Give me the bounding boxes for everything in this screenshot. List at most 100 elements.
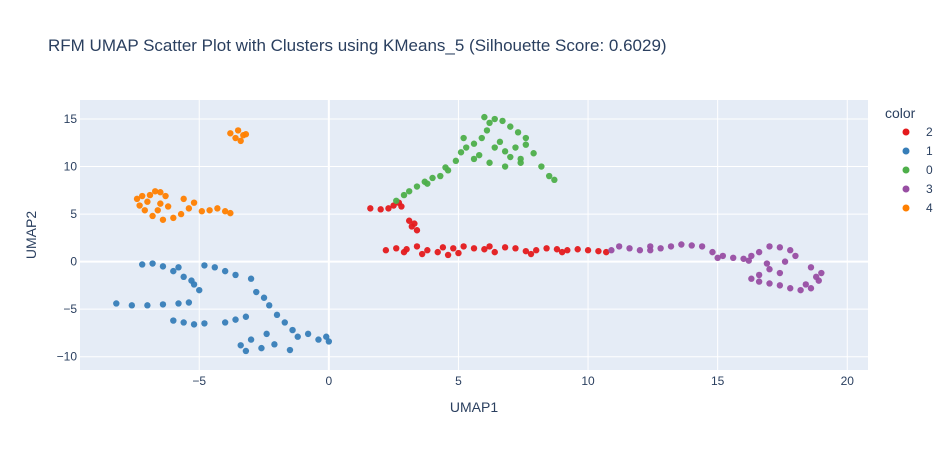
data-point [247, 336, 255, 343]
data-point [237, 137, 244, 145]
data-point [481, 246, 488, 253]
data-point [499, 117, 506, 125]
y-tick-label: 10 [64, 160, 78, 174]
data-point [527, 250, 535, 258]
data-point [214, 205, 221, 212]
data-point [551, 176, 558, 184]
data-point [543, 245, 550, 252]
data-point [144, 198, 151, 205]
legend-item-0[interactable]: 0 [902, 163, 934, 177]
data-point [263, 330, 270, 338]
data-point [154, 207, 161, 214]
data-point [748, 275, 755, 282]
data-point [444, 251, 452, 259]
data-point [755, 248, 763, 256]
data-point [781, 258, 789, 265]
data-point [475, 151, 483, 159]
series-cluster-1 [113, 260, 333, 355]
series-cluster-2 [367, 199, 610, 259]
data-point [776, 282, 784, 289]
data-point [530, 150, 537, 157]
legend-item-3[interactable]: 3 [902, 182, 934, 196]
data-point [496, 138, 504, 146]
data-point [709, 248, 716, 256]
legend-label: 4 [926, 201, 933, 215]
data-point [232, 134, 239, 142]
data-point [776, 269, 784, 277]
data-point [139, 261, 146, 268]
data-point [177, 210, 185, 218]
legend-marker [902, 204, 910, 212]
plot-area [80, 100, 868, 370]
data-point [325, 338, 333, 345]
data-point [133, 195, 141, 203]
legend[interactable]: color 2 1 0 3 4 [885, 105, 933, 215]
legend-item-1[interactable]: 1 [902, 144, 934, 158]
data-point [159, 263, 167, 270]
legend-items[interactable]: 2 1 0 3 4 [902, 125, 934, 215]
data-point [221, 208, 229, 215]
data-point [615, 243, 623, 250]
data-point [139, 192, 146, 200]
data-point [450, 245, 457, 252]
data-point [545, 172, 553, 180]
data-point [533, 247, 540, 254]
data-point [647, 247, 654, 254]
data-point [201, 262, 208, 269]
data-point [405, 188, 413, 195]
data-point [377, 206, 384, 213]
series-cluster-3 [608, 241, 825, 294]
data-point [294, 333, 301, 340]
data-point [595, 247, 602, 255]
data-point [227, 130, 234, 137]
data-point [286, 346, 294, 354]
data-point [574, 246, 581, 253]
data-point [522, 247, 530, 255]
data-point [175, 264, 182, 271]
legend-item-2[interactable]: 2 [902, 125, 934, 139]
data-point [719, 252, 727, 260]
data-point [507, 123, 514, 130]
data-point [470, 155, 478, 163]
y-tick-label: 15 [64, 112, 78, 126]
data-point [146, 191, 154, 199]
data-point [807, 285, 815, 292]
data-point [714, 254, 721, 262]
data-point [164, 203, 172, 210]
data-point [315, 336, 322, 343]
data-point [463, 144, 470, 151]
data-point [730, 254, 737, 262]
x-tick-label: 20 [841, 374, 855, 388]
data-point [802, 281, 809, 288]
y-tick-label: −5 [63, 302, 77, 316]
data-point [393, 197, 400, 204]
data-point [247, 275, 255, 282]
data-point [434, 248, 441, 256]
data-point [159, 216, 167, 223]
data-point [260, 294, 268, 301]
data-point [411, 220, 418, 227]
data-point [564, 247, 571, 254]
legend-label: 3 [926, 182, 933, 196]
legend-item-4[interactable]: 4 [902, 201, 934, 215]
data-point [491, 248, 498, 256]
data-point [797, 286, 804, 294]
data-point [636, 247, 644, 254]
data-point [113, 300, 120, 307]
y-tick-label: 0 [70, 255, 77, 269]
data-point [170, 317, 177, 324]
data-point [812, 273, 820, 281]
legend-title: color [885, 105, 916, 121]
legend-marker [902, 166, 910, 174]
data-point [413, 243, 421, 250]
data-point [418, 250, 426, 258]
data-point [144, 302, 151, 309]
data-point [478, 134, 485, 142]
data-point [367, 205, 374, 212]
data-point [470, 245, 478, 252]
data-point [190, 199, 198, 206]
data-point [211, 264, 218, 271]
data-point [486, 159, 493, 166]
data-point [128, 302, 136, 309]
data-point [304, 330, 312, 338]
